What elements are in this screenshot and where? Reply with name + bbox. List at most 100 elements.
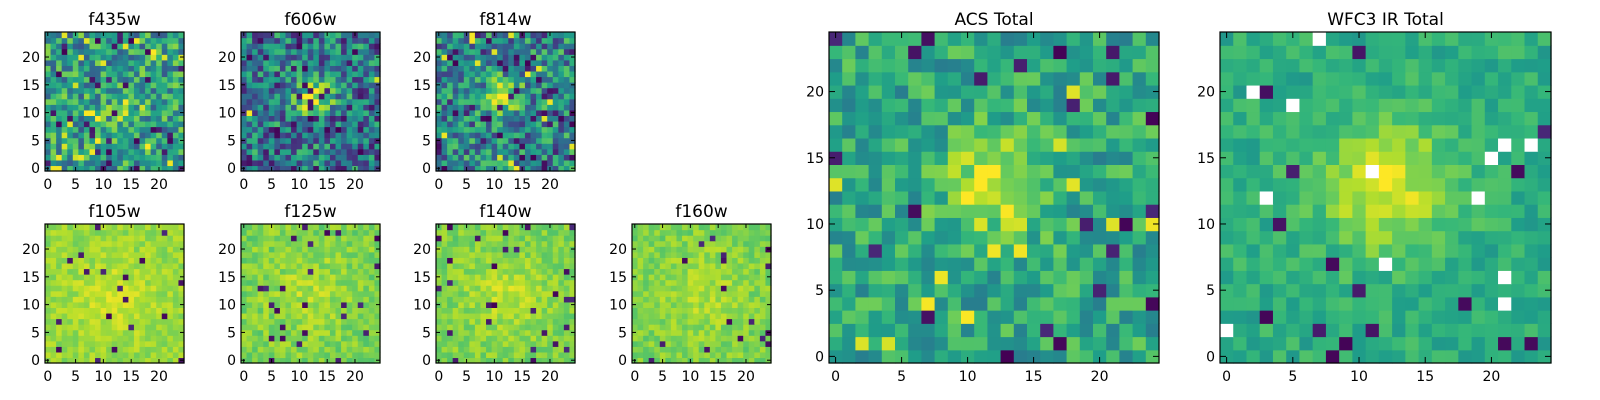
heatmap-cell [285, 279, 292, 286]
heatmap-cell [895, 310, 909, 324]
heatmap-cell [324, 235, 331, 242]
heatmap-cell [61, 351, 68, 359]
heatmap-cell [307, 324, 314, 331]
heatmap-cell [1106, 336, 1120, 351]
heatmap-cell [72, 82, 79, 89]
heatmap-cell [698, 240, 705, 247]
heatmap-cell [541, 43, 548, 50]
heatmap-cell [441, 70, 448, 78]
heatmap-cell [541, 279, 548, 286]
heatmap-cell [279, 126, 287, 133]
heatmap-cell [296, 65, 303, 72]
heatmap-cell [441, 268, 448, 275]
heatmap-cell [491, 335, 498, 342]
heatmap-cell [296, 307, 303, 314]
heatmap-cell [447, 318, 454, 325]
heatmap-cell [698, 324, 705, 331]
heatmap-cell [447, 296, 454, 303]
heatmap-cell [285, 115, 292, 122]
heatmap-cell [759, 335, 767, 342]
heatmap-cell [263, 43, 270, 50]
heatmap-cell [352, 312, 359, 320]
heatmap-cell [480, 268, 487, 275]
heatmap-cell [178, 279, 185, 286]
heatmap-cell [743, 351, 750, 359]
heatmap-cell [693, 296, 700, 303]
heatmap-cell [268, 346, 275, 353]
heatmap-cell [145, 346, 152, 353]
heatmap-cell [654, 318, 661, 325]
heatmap-cell [106, 229, 113, 236]
y-tick-label: 0 [227, 353, 236, 369]
heatmap-cell [161, 279, 168, 286]
heatmap-cell [447, 132, 454, 139]
heatmap-cell [133, 235, 141, 242]
heatmap-cell [497, 93, 504, 100]
heatmap-cell [648, 301, 655, 308]
heatmap-cell [458, 154, 465, 161]
heatmap-cell [307, 165, 314, 172]
heatmap-cell [268, 262, 275, 270]
heatmap-cell [491, 312, 498, 320]
heatmap-cell [463, 251, 470, 258]
heatmap-cell [133, 65, 141, 72]
heatmap-cell [765, 262, 772, 270]
heatmap-cell [357, 351, 364, 359]
heatmap-cell [665, 312, 672, 320]
heatmap-cell [246, 109, 253, 116]
heatmap-cell [285, 98, 292, 105]
heatmap-cell [89, 346, 96, 353]
heatmap-cell [56, 301, 63, 308]
heatmap-cell [480, 137, 487, 144]
heatmap-cell [720, 296, 728, 303]
heatmap-cell [78, 268, 85, 275]
heatmap-cell [374, 48, 381, 55]
heatmap-cell [45, 296, 52, 303]
heatmap-cell [961, 230, 975, 245]
heatmap-cell [291, 98, 298, 105]
heatmap-cell [56, 318, 63, 325]
heatmap-cell [117, 82, 124, 89]
heatmap-cell [178, 351, 185, 359]
heatmap-cell [133, 32, 141, 39]
heatmap-cell [335, 318, 342, 325]
heatmap-cell [139, 246, 146, 253]
heatmap-cell [150, 357, 157, 364]
heatmap-cell [246, 76, 253, 83]
heatmap-cell [150, 65, 157, 72]
heatmap-cell [307, 340, 314, 347]
heatmap-cell [748, 246, 755, 253]
heatmap-cell [497, 329, 504, 336]
heatmap-cell [502, 82, 509, 89]
heatmap-cell [637, 346, 644, 353]
heatmap-cell [145, 235, 152, 242]
heatmap-cell [486, 126, 493, 133]
heatmap-cell [536, 257, 543, 264]
heatmap-cell [491, 346, 498, 353]
heatmap-cell [172, 104, 180, 111]
heatmap-cell [341, 59, 348, 66]
heatmap-cell [178, 335, 185, 342]
heatmap-cell [1132, 349, 1147, 364]
heatmap-cell [285, 229, 292, 236]
heatmap-cell [536, 335, 543, 342]
heatmap-cell [274, 32, 281, 39]
heatmap-cell [139, 274, 146, 281]
heatmap-cell [720, 290, 728, 297]
heatmap-cell [441, 351, 448, 359]
heatmap-cell [855, 243, 870, 258]
heatmap-cell [987, 257, 1002, 271]
heatmap-cell [167, 279, 174, 286]
heatmap-cell [241, 43, 248, 50]
heatmap-cell [648, 235, 655, 242]
heatmap-cell [302, 43, 309, 50]
heatmap-cell [313, 335, 320, 342]
heatmap-cell [106, 262, 113, 270]
heatmap-cell [654, 346, 661, 353]
heatmap-cell [139, 318, 146, 325]
heatmap-cell [56, 37, 63, 44]
heatmap-cell [524, 32, 532, 39]
heatmap-cell [72, 290, 79, 297]
heatmap-cell [61, 357, 68, 364]
heatmap-cell [563, 70, 571, 78]
